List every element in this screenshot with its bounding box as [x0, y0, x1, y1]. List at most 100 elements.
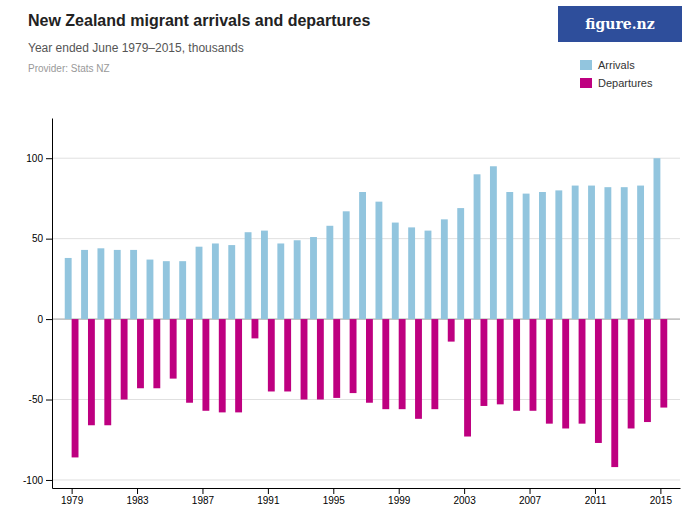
- y-tick-label: 50: [32, 233, 44, 244]
- x-tick-label: 1979: [61, 495, 84, 506]
- bar: [130, 250, 137, 319]
- title: New Zealand migrant arrivals and departu…: [28, 12, 370, 29]
- bar: [137, 319, 144, 388]
- bar: [480, 319, 487, 406]
- y-axis-line: [52, 119, 53, 489]
- grid-line: [52, 479, 680, 480]
- legend-item: Departures: [580, 77, 653, 89]
- bar: [546, 319, 553, 424]
- x-tick-label: 2015: [650, 495, 673, 506]
- bar: [523, 194, 530, 319]
- x-axis: 1979198319871991199519992003200720112015: [53, 488, 681, 506]
- bar: [261, 231, 268, 319]
- legend-label: Departures: [598, 77, 653, 89]
- bar: [530, 319, 537, 411]
- x-tick: 1987: [192, 488, 215, 506]
- bar: [474, 174, 481, 319]
- x-tick: 1983: [126, 488, 149, 506]
- x-axis-line: [53, 488, 681, 489]
- y-tick-label: 0: [37, 314, 43, 325]
- bar: [382, 319, 389, 409]
- subtitle: Year ended June 1979–2015, thousands: [28, 41, 244, 55]
- bar: [588, 186, 595, 320]
- bar: [359, 192, 366, 319]
- bar: [121, 319, 128, 399]
- x-tick-mark: [72, 488, 73, 494]
- bar: [513, 319, 520, 411]
- bar: [399, 319, 406, 409]
- bar: [114, 250, 121, 319]
- y-tick-mark: [46, 480, 52, 481]
- x-tick: 2015: [650, 488, 673, 506]
- bar: [170, 319, 177, 379]
- bars: [65, 158, 667, 467]
- bar: [284, 319, 291, 391]
- bar: [179, 261, 186, 319]
- bar: [343, 211, 350, 319]
- x-tick: 1999: [388, 488, 411, 506]
- bar: [375, 202, 382, 319]
- bar: [268, 319, 275, 391]
- bar: [81, 250, 88, 319]
- bar: [595, 319, 602, 443]
- bar: [333, 319, 340, 398]
- bar: [65, 258, 72, 319]
- bar: [539, 192, 546, 319]
- bar: [301, 319, 308, 399]
- bar: [425, 231, 432, 319]
- x-tick: 2003: [454, 488, 477, 506]
- bar: [88, 319, 95, 425]
- x-tick: 2007: [519, 488, 542, 506]
- x-tick-label: 1995: [323, 495, 346, 506]
- y-tick-mark: [46, 239, 52, 240]
- x-tick: 1979: [61, 488, 84, 506]
- x-tick-label: 2007: [519, 495, 542, 506]
- x-tick-label: 1991: [257, 495, 280, 506]
- bar: [202, 319, 209, 411]
- bar: [431, 319, 438, 409]
- bar: [147, 260, 154, 320]
- bar: [196, 247, 203, 319]
- x-tick-mark: [530, 488, 531, 494]
- bar-series: [72, 319, 668, 467]
- bar: [579, 319, 586, 424]
- grid: [52, 158, 680, 480]
- logo: figure.nz: [558, 6, 682, 42]
- bar: [252, 319, 259, 338]
- y-tick-label: 100: [26, 153, 43, 164]
- bar: [555, 190, 562, 319]
- bar: [654, 158, 661, 319]
- y-tick: -50: [29, 394, 52, 405]
- y-tick-mark: [46, 319, 52, 320]
- bar: [235, 319, 242, 412]
- y-axis: -100 -50 0 50 100: [23, 119, 53, 489]
- bar: [294, 240, 301, 319]
- bar: [104, 319, 111, 425]
- legend-swatch: [580, 60, 592, 70]
- x-tick: 1995: [323, 488, 346, 506]
- x-tick-label: 1999: [388, 495, 411, 506]
- bar: [153, 319, 160, 388]
- bar: [366, 319, 373, 403]
- bar: [448, 319, 455, 342]
- legend-item: Arrivals: [580, 59, 635, 71]
- x-tick-mark: [268, 488, 269, 494]
- bar: [163, 261, 170, 319]
- bar: [186, 319, 193, 403]
- logo-box: [558, 6, 682, 42]
- grid-line: [52, 158, 680, 159]
- bar: [72, 319, 79, 457]
- bar: [408, 227, 415, 319]
- y-tick: -100: [23, 475, 52, 486]
- x-tick-mark: [399, 488, 400, 494]
- legend: Arrivals Departures: [580, 59, 653, 89]
- y-tick: 50: [32, 233, 52, 244]
- y-tick: 100: [26, 153, 52, 164]
- bar: [621, 187, 628, 319]
- bar: [350, 319, 357, 393]
- x-tick-mark: [595, 488, 596, 494]
- bar: [326, 226, 333, 319]
- bar: [228, 245, 235, 319]
- bar-series: [65, 158, 661, 319]
- bar: [490, 166, 497, 319]
